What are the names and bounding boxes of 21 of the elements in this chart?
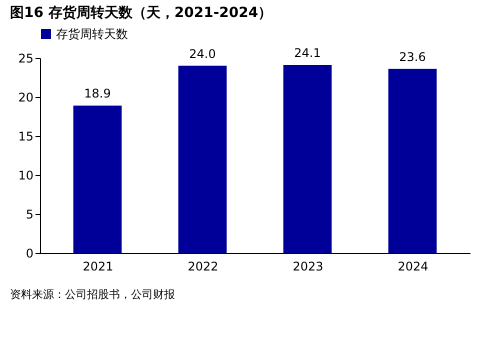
text: 24.0 [189,46,216,61]
bar [388,68,437,253]
y-tick-label: 15 [18,130,34,144]
text: 24.1 [294,46,321,60]
y-tick-label: 10 [18,168,34,182]
x-tick-label: 2022 [188,260,218,274]
y-tick-label: 20 [18,90,34,104]
x-tick-label: 2024 [398,260,428,274]
text: 18.9 [84,86,111,101]
text: 资料来源：公司招股书，公司财报 [10,288,175,301]
x-tick-label: 2021 [82,260,114,274]
chart-title: 图16 存货周转天数（天，2021-2024） [10,5,272,21]
x-tick-label: 2023 [292,260,324,274]
y-tick-label: 5 [26,208,34,222]
bar [283,65,332,253]
text: 23.6 [399,50,426,64]
bar [178,66,227,253]
bar [73,106,122,253]
y-tick-label: 0 [26,246,34,260]
y-tick-label: 25 [18,52,34,66]
legend-label: 存货周转天数 [56,27,128,41]
